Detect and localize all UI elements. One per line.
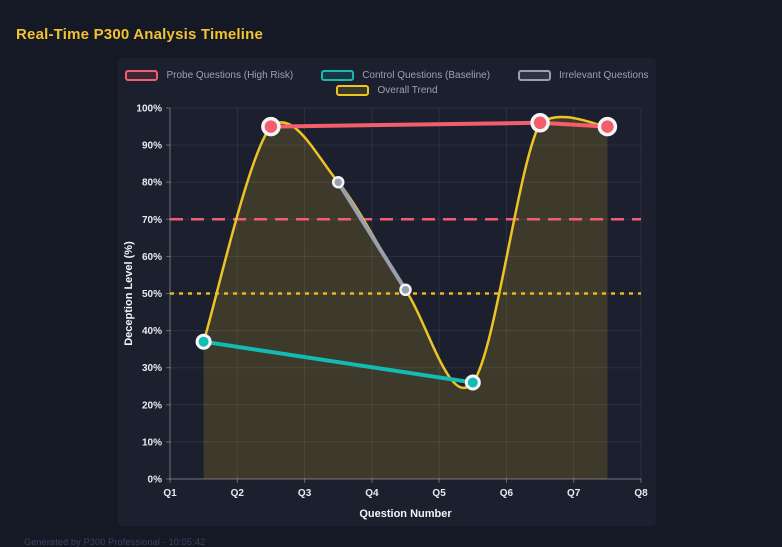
tick-labels: Q1 Q2 Q3 Q4 Q5 Q6 Q7 Q8 0% 10% 20% 30% 40% 50% 60% 70% 8… bbox=[136, 104, 648, 500]
legend-label-control: Control Questions (Baseline) bbox=[362, 70, 491, 81]
legend-item-probe[interactable]: Probe Questions (High Risk) bbox=[125, 70, 293, 81]
y-tick-label-30: 30% bbox=[142, 363, 162, 374]
x-tick-label-Q4: Q4 bbox=[365, 488, 379, 499]
legend-item-irrelevant[interactable]: Irrelevant Questions bbox=[518, 70, 649, 81]
legend-swatch-trend bbox=[336, 85, 370, 96]
y-tick-label-20: 20% bbox=[142, 400, 162, 411]
x-tick-label-Q5: Q5 bbox=[432, 488, 446, 499]
x-tick-label-Q1: Q1 bbox=[163, 488, 177, 499]
x-axis-title: Question Number bbox=[359, 508, 452, 520]
x-tick-label-Q8: Q8 bbox=[634, 488, 648, 499]
y-axis-title: Deception Level (%) bbox=[123, 241, 135, 346]
y-tick-label-10: 10% bbox=[142, 437, 162, 448]
y-tick-label-90: 90% bbox=[142, 141, 162, 152]
data-point-control-1[interactable] bbox=[195, 333, 212, 350]
control-line bbox=[201, 339, 475, 385]
y-tick-label-40: 40% bbox=[142, 326, 162, 337]
legend-swatch-probe bbox=[125, 70, 159, 81]
legend-row-1: Probe Questions (High Risk) Control Ques… bbox=[125, 70, 649, 81]
y-tick-label-100: 100% bbox=[136, 104, 162, 115]
data-point-probe-1[interactable] bbox=[261, 116, 281, 137]
chart-svg: Q1 Q2 Q3 Q4 Q5 Q6 Q7 Q8 0% 10% 20% 30% 40% 50% 60% 70% 8… bbox=[123, 104, 648, 521]
chart-legend: Probe Questions (High Risk) Control Ques… bbox=[118, 70, 656, 96]
data-point-probe-2[interactable] bbox=[530, 113, 550, 133]
x-tick-label-Q3: Q3 bbox=[298, 488, 312, 499]
legend-label-irrelevant: Irrelevant Questions bbox=[559, 70, 649, 81]
irrelevant-line bbox=[336, 180, 408, 292]
data-point-irrelevant-2[interactable] bbox=[399, 283, 412, 297]
data-point-control-2[interactable] bbox=[464, 374, 481, 391]
y-tick-label-60: 60% bbox=[142, 252, 162, 263]
legend-row-2: Overall Trend bbox=[336, 85, 438, 96]
data-point-irrelevant-1[interactable] bbox=[331, 175, 345, 189]
trend-area-fill bbox=[203, 116, 608, 480]
legend-label-trend: Overall Trend bbox=[377, 85, 438, 96]
legend-label-probe: Probe Questions (High Risk) bbox=[166, 70, 294, 81]
page-title: Real-Time P300 Analysis Timeline bbox=[16, 26, 264, 43]
legend-swatch-irrelevant bbox=[518, 70, 552, 81]
y-tick-label-0: 0% bbox=[148, 475, 163, 486]
y-tick-label-80: 80% bbox=[142, 178, 162, 189]
x-tick-label-Q7: Q7 bbox=[567, 488, 581, 499]
y-tick-label-50: 50% bbox=[142, 289, 162, 300]
legend-item-control[interactable]: Control Questions (Baseline) bbox=[321, 70, 490, 81]
x-tick-label-Q2: Q2 bbox=[231, 488, 245, 499]
chart-panel: Probe Questions (High Risk) Control Ques… bbox=[118, 58, 656, 526]
x-tick-label-Q6: Q6 bbox=[500, 488, 514, 499]
legend-swatch-control bbox=[321, 70, 355, 81]
footer-text: Generated by P300 Professional - 10:05:4… bbox=[24, 537, 206, 547]
y-tick-label-70: 70% bbox=[142, 215, 162, 226]
data-point-probe-3[interactable] bbox=[597, 116, 618, 137]
legend-item-trend[interactable]: Overall Trend bbox=[336, 85, 438, 96]
